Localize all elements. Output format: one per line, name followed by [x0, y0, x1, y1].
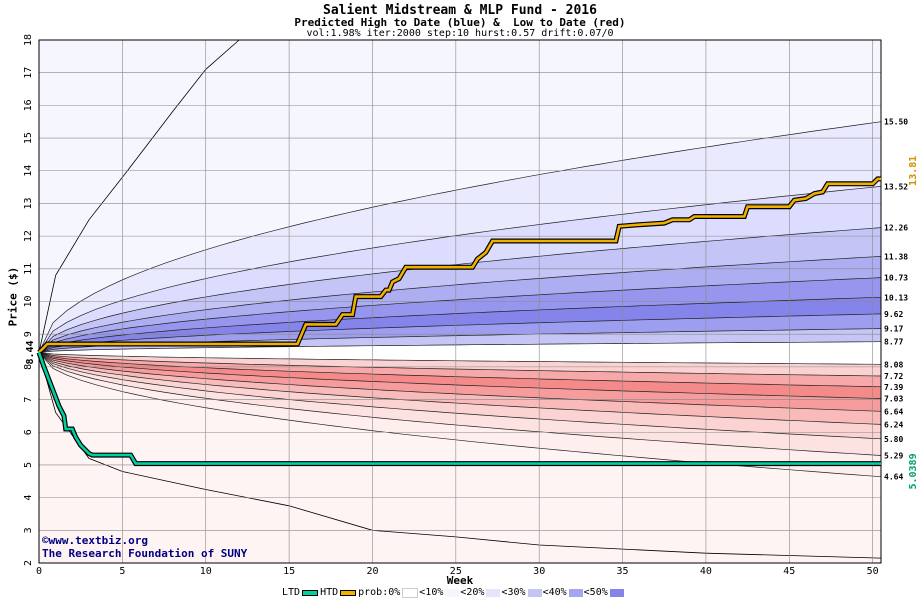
x-tick-label: 50 — [867, 566, 879, 577]
ltd-line — [37, 352, 881, 465]
legend-item-2: <20% — [460, 587, 485, 598]
y-tick-label: 16 — [23, 99, 34, 111]
band-line-17 — [38, 352, 882, 456]
y-tick-label: 11 — [23, 263, 34, 275]
chart-title: Salient Midstream & MLP Fund - 2016 — [323, 3, 597, 18]
legend-htd-label: HTD — [320, 587, 339, 598]
y-tick-label: 4 — [23, 495, 34, 501]
legend-item-3: <30% — [501, 587, 526, 598]
band-end-label: 10.73 — [884, 274, 908, 283]
band-end-label: 5.80 — [884, 435, 903, 444]
x-tick-label: 30 — [533, 566, 545, 577]
y-axis-label: Price ($) — [6, 266, 20, 327]
x-tick-label: 5 — [119, 566, 125, 577]
band-line-9 — [38, 341, 882, 353]
band-end-label: 7.03 — [884, 395, 903, 404]
band-end-label: 7.39 — [884, 383, 903, 392]
y-tick-label: 10 — [23, 295, 34, 307]
x-tick-label: 25 — [450, 566, 462, 577]
y-tick-label: 6 — [23, 429, 34, 435]
y-tick-label: 15 — [23, 132, 34, 144]
band-end-label: 9.17 — [884, 325, 903, 334]
legend-swatch-5 — [609, 588, 624, 597]
ltd-end-label: 5.0389 — [908, 453, 919, 489]
band-end-label: 12.26 — [884, 224, 908, 233]
legend-swatch-1 — [445, 588, 460, 597]
y-tick-label: 2 — [23, 560, 34, 566]
plot-frame — [38, 39, 882, 564]
band-end-label: 8.08 — [884, 360, 903, 369]
band-line-15 — [38, 352, 882, 425]
x-tick-label: 0 — [36, 566, 42, 577]
legend-swatch-2 — [486, 588, 501, 597]
credit-link[interactable]: ©www.textbiz.org — [42, 534, 148, 547]
band-line-10 — [38, 352, 882, 365]
legend-item-5: <50% — [583, 587, 608, 598]
legend-prob-label: prob:0% — [358, 587, 401, 598]
y-tick-label: 13 — [23, 197, 34, 209]
legend-htd-swatch — [340, 589, 357, 596]
legend: LTD HTD prob:0% <10% <20% <30% <40% <50% — [282, 587, 625, 598]
credit-org: The Research Foundation of SUNY — [42, 547, 248, 560]
legend-item-1: <10% — [419, 587, 444, 598]
y-tick-label: 17 — [23, 67, 34, 79]
band-end-label: 7.72 — [884, 372, 903, 381]
band-line-2 — [38, 186, 882, 353]
y-tick-label: 18 — [23, 34, 34, 46]
band-end-label: 11.38 — [884, 252, 908, 261]
x-tick-label: 45 — [783, 566, 795, 577]
y-tick-label: 12 — [23, 230, 34, 242]
band-line-13 — [38, 352, 882, 399]
htd-line — [38, 177, 881, 354]
y-tick-label: 3 — [23, 527, 34, 533]
band-end-label: 6.64 — [884, 407, 903, 416]
chart-params: vol:1.98% iter:2000 step:10 hurst:0.57 d… — [306, 28, 614, 39]
x-tick-label: 35 — [617, 566, 629, 577]
legend-swatch-0 — [402, 587, 419, 598]
band-line-12 — [38, 352, 882, 388]
x-axis-label: Week — [446, 574, 474, 587]
band-line-16 — [38, 352, 882, 440]
band-line-7 — [38, 313, 882, 353]
legend-swatch-3 — [527, 588, 542, 597]
band-line-6 — [38, 296, 882, 353]
legend-item-4: <40% — [542, 587, 567, 598]
band-line-5 — [38, 277, 882, 353]
band-end-label: 15.50 — [884, 118, 908, 127]
band-end-label: 13.52 — [884, 182, 908, 191]
x-tick-label: 15 — [283, 566, 295, 577]
band-line-4 — [38, 256, 882, 353]
y-tick-label: 8 — [23, 364, 34, 370]
y-tick-label: 9 — [23, 331, 34, 337]
start-price-label: 8.44 — [25, 340, 36, 364]
x-tick-label: 10 — [200, 566, 212, 577]
legend-ltd-swatch — [302, 589, 319, 596]
band-end-label: 4.64 — [884, 473, 903, 482]
legend-ltd-label: LTD — [282, 587, 301, 598]
credit-block[interactable]: ©www.textbiz.org The Research Foundation… — [42, 534, 247, 560]
legend-swatch-4 — [568, 588, 583, 597]
chart-subtitle: Predicted High to Date (blue) & Low to D… — [294, 16, 626, 29]
y-tick-label: 7 — [23, 397, 34, 403]
band-end-label: 9.62 — [884, 310, 903, 319]
band-end-label: 5.29 — [884, 451, 903, 460]
band-end-label: 6.24 — [884, 420, 903, 429]
band-line-14 — [38, 352, 882, 412]
band-end-label: 8.77 — [884, 338, 903, 347]
x-tick-label: 20 — [366, 566, 378, 577]
htd-end-label: 13.81 — [908, 156, 919, 186]
band-line-11 — [38, 352, 882, 377]
x-tick-label: 40 — [700, 566, 712, 577]
band-end-label: 10.13 — [884, 293, 908, 302]
y-tick-label: 5 — [23, 462, 34, 468]
y-tick-label: 14 — [23, 165, 34, 177]
band-line-1 — [38, 121, 882, 353]
